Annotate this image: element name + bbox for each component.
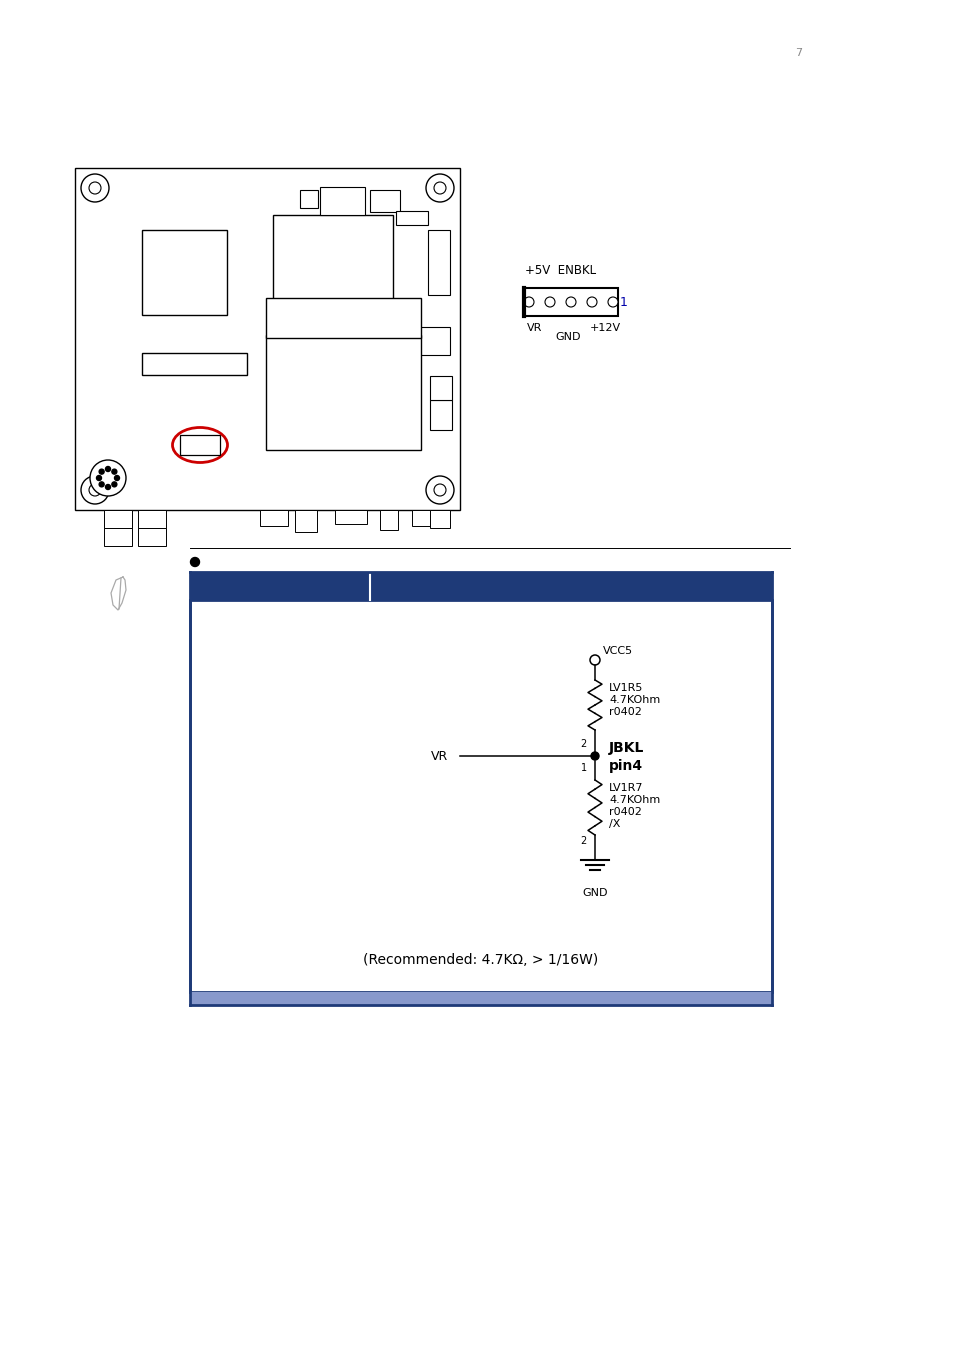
Text: LV1R7: LV1R7 [608,783,643,792]
Bar [395,211,428,225]
Bar [523,288,618,316]
Text: +5V  ENBKL: +5V ENBKL [524,265,596,277]
Bar [142,230,227,315]
Bar [190,992,771,1004]
Text: 4.7KOhm: 4.7KOhm [608,795,659,805]
Bar [260,510,288,526]
Bar [273,215,393,329]
Bar [138,510,166,528]
Text: r0402: r0402 [608,707,641,717]
Text: GND: GND [555,332,579,342]
Text: /X: /X [608,819,619,829]
Circle shape [544,297,555,306]
Bar [190,599,771,992]
Circle shape [523,297,534,306]
Bar [430,510,450,528]
Circle shape [114,475,119,481]
Text: +12V: +12V [589,323,620,333]
Circle shape [112,470,116,474]
Text: VCC5: VCC5 [602,647,633,656]
Bar [430,400,452,431]
Bar [419,327,450,355]
Text: r0402: r0402 [608,807,641,817]
Circle shape [106,467,111,471]
Bar [412,510,430,526]
Circle shape [89,182,101,194]
Text: 2: 2 [580,836,586,846]
Text: 7: 7 [794,49,801,58]
Bar [370,190,399,212]
Bar [104,510,132,528]
Text: JBKL: JBKL [608,741,643,755]
Bar [430,377,452,400]
Text: (Recommended: 4.7KΩ, > 1/16W): (Recommended: 4.7KΩ, > 1/16W) [363,953,598,967]
Circle shape [112,482,116,487]
Circle shape [191,558,199,567]
Circle shape [106,485,111,490]
Circle shape [434,182,446,194]
Bar [266,298,420,338]
Circle shape [607,297,618,306]
Circle shape [586,297,597,306]
Text: 1: 1 [580,763,586,774]
Bar [428,230,450,296]
Bar [75,167,459,510]
Text: VR: VR [431,749,448,763]
Bar [195,826,255,840]
Bar [180,435,220,455]
Bar [319,188,365,215]
Bar [142,352,247,375]
Text: 1: 1 [619,296,627,309]
Text: 4.7KOhm: 4.7KOhm [608,695,659,705]
Bar [190,572,771,599]
Bar [138,528,166,545]
Circle shape [565,297,576,306]
Circle shape [81,477,109,504]
Circle shape [99,482,104,487]
Circle shape [90,460,126,495]
Text: 2: 2 [580,738,586,749]
Text: GND: GND [581,888,607,898]
Circle shape [89,485,101,495]
Text: VR: VR [526,323,542,333]
Bar [294,510,316,532]
Bar [299,190,317,208]
Text: LV1R5: LV1R5 [608,683,642,693]
Circle shape [589,655,599,666]
Circle shape [426,477,454,504]
Circle shape [426,174,454,202]
Bar [335,510,367,524]
Circle shape [81,174,109,202]
Text: pin4: pin4 [608,759,642,774]
Circle shape [99,470,104,474]
Circle shape [590,752,598,760]
Bar [379,510,397,531]
Bar [266,335,420,450]
Bar [104,528,132,545]
Circle shape [434,485,446,495]
Circle shape [96,475,101,481]
